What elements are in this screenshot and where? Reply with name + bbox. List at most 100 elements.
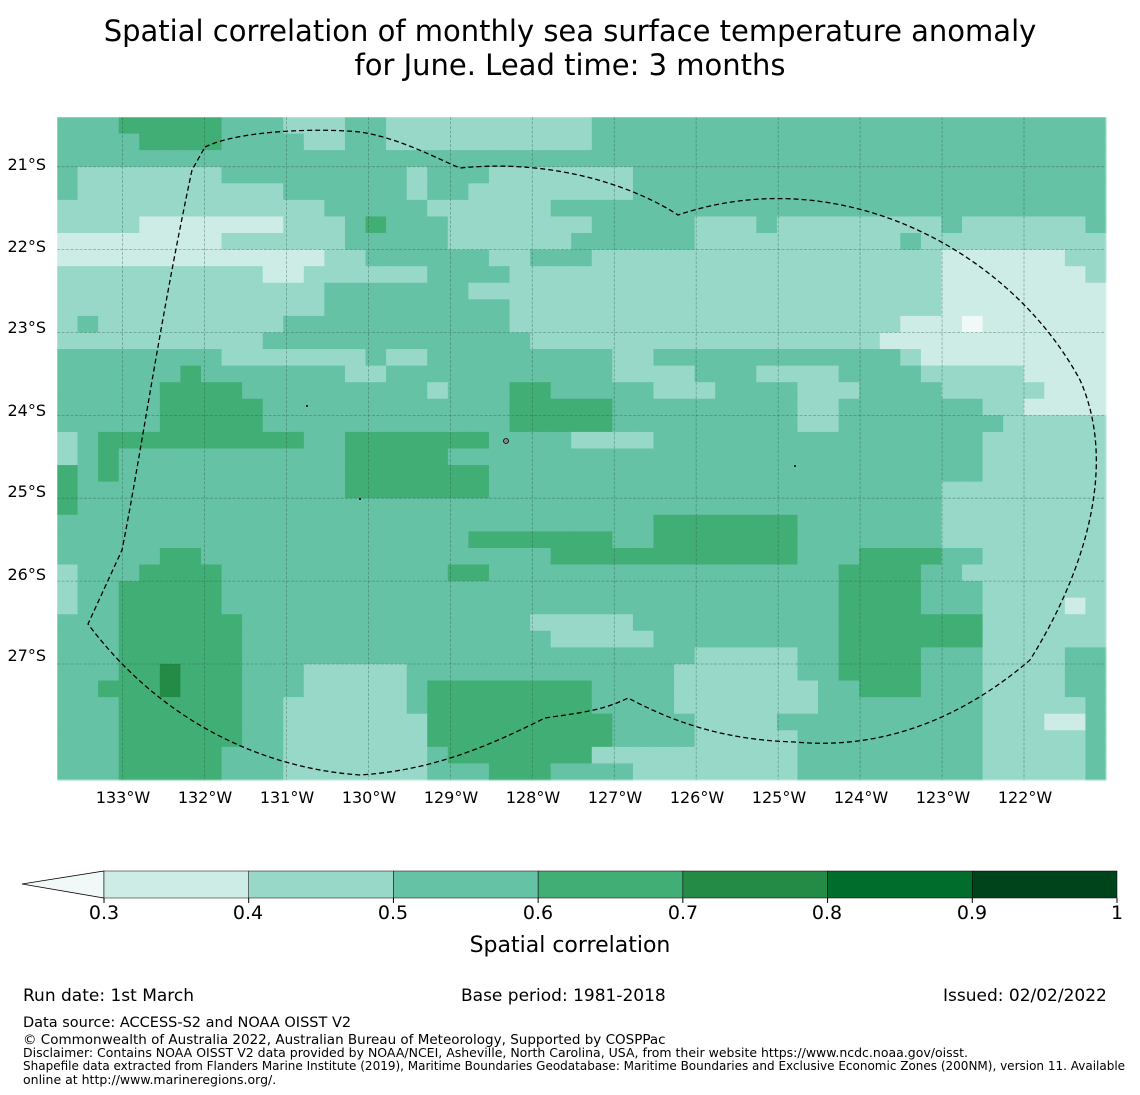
grid-cell — [1003, 465, 1025, 483]
grid-cell — [262, 547, 284, 566]
grid-cell — [1064, 680, 1087, 698]
grid-cell — [879, 299, 901, 317]
grid-cell — [303, 597, 325, 615]
grid-cell — [653, 166, 675, 184]
grid-cell — [406, 133, 428, 151]
grid-cell — [1023, 763, 1045, 781]
grid-cell — [406, 299, 428, 317]
grid-cell — [344, 514, 367, 532]
grid-cell — [365, 763, 387, 781]
grid-cell — [509, 465, 531, 483]
grid-cell — [242, 680, 264, 698]
grid-cell — [386, 746, 408, 765]
grid-cell — [1023, 282, 1045, 300]
grid-cell — [77, 166, 99, 184]
grid-cell — [530, 680, 552, 698]
grid-cell — [221, 299, 243, 317]
grid-cell — [838, 398, 860, 416]
grid-cell — [735, 332, 757, 350]
grid-cell — [900, 630, 922, 648]
grid-cell — [818, 564, 840, 582]
grid-cell — [344, 663, 367, 682]
grid-cell — [962, 547, 984, 566]
grid-cell — [715, 315, 737, 334]
grid-cell — [612, 233, 634, 251]
grid-cell — [1064, 730, 1087, 748]
grid-cell — [98, 117, 120, 135]
grid-cell — [530, 514, 552, 532]
grid-cell — [509, 199, 531, 218]
grid-cell — [591, 514, 613, 532]
grid-cell — [1003, 597, 1025, 615]
grid-cell — [982, 133, 1004, 151]
grid-cell — [221, 713, 243, 731]
grid-cell — [447, 448, 469, 466]
grid-cell — [982, 763, 1004, 781]
grid-cell — [920, 630, 943, 648]
grid-cell — [879, 365, 901, 383]
grid-cell — [242, 763, 264, 781]
grid-cell — [1064, 614, 1087, 632]
grid-cell — [283, 183, 305, 201]
grid-cell — [283, 299, 305, 317]
grid-cell — [77, 398, 99, 416]
grid-cell — [735, 266, 757, 284]
grid-cell — [200, 282, 223, 300]
grid-cell — [427, 150, 449, 168]
grid-cell — [776, 581, 799, 599]
grid-cell — [900, 249, 922, 267]
grid-cell — [242, 431, 264, 450]
grid-cell — [118, 531, 140, 549]
grid-cell — [571, 763, 593, 781]
grid-cell — [1023, 597, 1045, 615]
grid-cell — [427, 282, 449, 300]
grid-cell — [1003, 199, 1025, 218]
grid-cell — [118, 680, 140, 698]
grid-cell — [612, 183, 634, 201]
grid-cell — [57, 365, 79, 383]
grid-cell — [98, 332, 120, 350]
grid-cell — [447, 233, 469, 251]
grid-cell — [530, 332, 552, 350]
grid-cell — [776, 713, 799, 731]
grid-cell — [180, 581, 202, 599]
colorbar-bin — [248, 870, 394, 899]
grid-cell — [818, 117, 840, 135]
grid-cell — [530, 299, 552, 317]
grid-cell — [920, 332, 943, 350]
grid-cell — [632, 183, 655, 201]
grid-cell — [159, 398, 182, 416]
grid-cell — [509, 166, 531, 184]
grid-cell — [180, 730, 202, 748]
grid-cell — [344, 481, 367, 499]
grid-cell — [962, 730, 984, 748]
grid-cell — [900, 349, 922, 367]
grid-cell — [962, 382, 984, 400]
grid-cell — [57, 216, 79, 234]
issued-date: Issued: 02/02/2022 — [943, 986, 1107, 1006]
grid-cell — [283, 630, 305, 648]
grid-cell — [550, 133, 572, 151]
grid-cell — [488, 597, 511, 615]
grid-cell — [674, 117, 696, 135]
grid-cell — [941, 763, 963, 781]
grid-cell — [859, 697, 881, 715]
grid-cell — [632, 547, 655, 566]
grid-cell — [1044, 647, 1066, 665]
grid-cell — [468, 514, 490, 532]
grid-cell — [920, 514, 943, 532]
grid-cell — [77, 349, 99, 367]
grid-cell — [715, 697, 737, 715]
grid-cell — [715, 183, 737, 201]
grid-cell — [344, 680, 367, 698]
grid-cell — [612, 415, 634, 433]
grid-cell — [756, 349, 778, 367]
grid-cell — [612, 630, 634, 648]
grid-cell — [303, 150, 325, 168]
colorbar-bin — [972, 870, 1118, 899]
grid-cell — [591, 431, 613, 450]
grid-cell — [591, 746, 613, 765]
grid-cell — [879, 266, 901, 284]
grid-cell — [344, 282, 367, 300]
grid-cell — [1064, 663, 1087, 682]
